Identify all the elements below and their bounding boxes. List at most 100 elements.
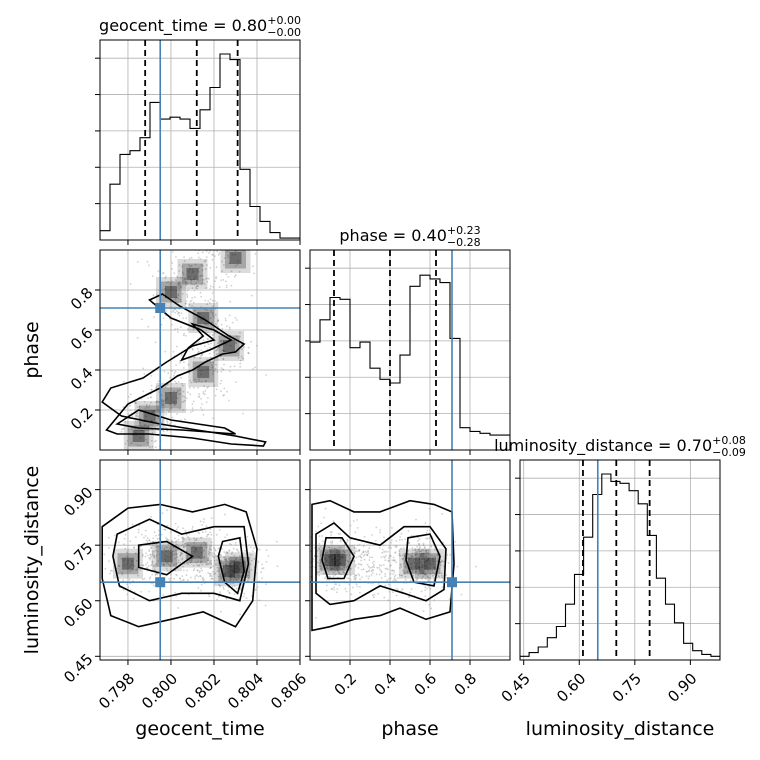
scatter-point (240, 355, 243, 358)
scatter-point (220, 367, 223, 369)
scatter-point (209, 528, 212, 531)
scatter-point (314, 617, 317, 619)
scatter-point (205, 563, 207, 566)
scatter-point (384, 559, 387, 562)
scatter-point (213, 553, 216, 556)
scatter-point (181, 271, 184, 274)
scatter-point (433, 599, 436, 602)
scatter-point (389, 573, 392, 575)
scatter-point (422, 610, 425, 613)
scatter-point (199, 546, 202, 548)
scatter-point (213, 590, 215, 592)
scatter-point (183, 545, 185, 548)
scatter-point (329, 531, 332, 534)
scatter-point (403, 572, 406, 575)
scatter-point (194, 230, 196, 232)
scatter-point (420, 590, 423, 593)
scatter-point (189, 411, 192, 413)
panel-frame (99, 459, 301, 661)
scatter-point (229, 370, 231, 373)
scatter-point (239, 559, 242, 561)
scatter-point (418, 542, 420, 545)
scatter-point (195, 286, 197, 289)
scatter-point (347, 561, 350, 563)
scatter-point (180, 286, 183, 288)
scatter-point (338, 584, 341, 587)
scatter-point (208, 302, 211, 304)
scatter-point (147, 406, 150, 409)
scatter-point (318, 564, 321, 567)
scatter-point (319, 559, 321, 561)
scatter-point (211, 321, 213, 324)
scatter-point (176, 277, 179, 279)
scatter-point (185, 562, 188, 565)
scatter-point (389, 565, 391, 567)
scatter-point (192, 400, 195, 403)
scatter-point (194, 309, 196, 312)
scatter-point (392, 591, 394, 594)
scatter-point (432, 557, 434, 559)
scatter-point (412, 569, 415, 572)
contour-level-1 (115, 409, 236, 435)
scatter-point (172, 546, 175, 549)
scatter-point (131, 523, 134, 526)
scatter-point (440, 560, 443, 563)
scatter-point (425, 564, 428, 567)
y-axis-label-phase: phase (21, 321, 43, 378)
scatter-point (211, 373, 214, 375)
scatter-point (217, 325, 220, 328)
scatter-point (200, 274, 203, 277)
scatter-point (184, 545, 187, 548)
scatter-point (174, 522, 177, 525)
scatter-point (156, 537, 159, 540)
x-tick-label: 0.4 (371, 670, 401, 700)
scatter-point (264, 604, 267, 607)
y-tick-label: 0.8 (67, 284, 97, 314)
scatter-point (184, 238, 186, 240)
scatter-point (220, 559, 223, 562)
y-axis-label-luminosity_distance: luminosity_distance (21, 466, 43, 655)
scatter-point (194, 548, 197, 551)
scatter-point (168, 410, 170, 413)
scatter-point (240, 343, 243, 345)
scatter-point (163, 563, 165, 566)
scatter-point (398, 538, 401, 541)
scatter-point (173, 242, 175, 244)
scatter-point (208, 238, 210, 240)
scatter-point (151, 560, 154, 563)
scatter-point (209, 531, 211, 534)
panel-frame (99, 39, 301, 241)
scatter-point (191, 271, 194, 274)
scatter-point (421, 558, 424, 561)
scatter-point (205, 525, 208, 527)
scatter-point (171, 370, 174, 372)
scatter-point (146, 441, 149, 444)
scatter-point (230, 559, 233, 562)
scatter-point (371, 568, 374, 571)
scatter-point (223, 558, 226, 560)
scatter-point (128, 578, 131, 581)
scatter-point (126, 562, 129, 565)
scatter-point (225, 286, 228, 289)
scatter-point (324, 552, 327, 555)
scatter-point (191, 410, 194, 412)
scatter-point (209, 546, 211, 548)
scatter-point (203, 556, 206, 558)
y-tick-label: 0.2 (67, 404, 97, 434)
scatter-point (203, 393, 206, 396)
scatter-point (193, 545, 196, 548)
scatter-point (383, 596, 386, 599)
scatter-point (182, 527, 185, 530)
scatter-point (223, 394, 226, 396)
scatter-point (184, 302, 187, 305)
scatter-point (367, 552, 370, 554)
scatter-point (123, 452, 125, 454)
scatter-point (185, 300, 188, 302)
scatter-point (422, 572, 425, 575)
scatter-point (175, 573, 177, 576)
scatter-point (395, 587, 398, 590)
scatter-point (175, 364, 178, 367)
scatter-point (166, 420, 169, 422)
scatter-point (216, 348, 219, 351)
scatter-point (233, 576, 236, 579)
